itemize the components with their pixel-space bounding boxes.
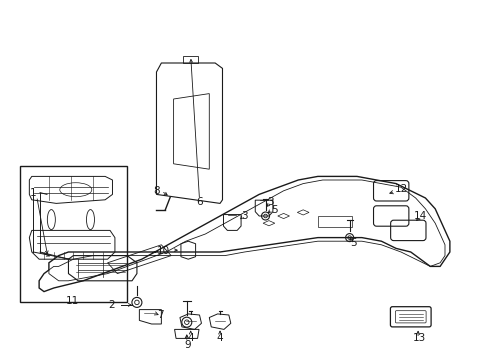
Text: 7: 7 bbox=[157, 310, 164, 320]
Text: 10: 10 bbox=[157, 246, 170, 256]
Text: 4: 4 bbox=[187, 333, 194, 343]
Text: 11: 11 bbox=[65, 296, 79, 306]
Text: 12: 12 bbox=[393, 184, 407, 194]
Text: 6: 6 bbox=[196, 197, 203, 207]
Text: 14: 14 bbox=[413, 211, 427, 221]
Text: 3: 3 bbox=[241, 211, 247, 221]
Text: 4: 4 bbox=[216, 333, 223, 343]
Text: 3: 3 bbox=[267, 197, 274, 207]
Text: 9: 9 bbox=[184, 339, 191, 350]
Bar bbox=[20, 166, 127, 302]
Text: 5: 5 bbox=[349, 238, 356, 248]
Text: 2: 2 bbox=[108, 300, 115, 310]
Text: 13: 13 bbox=[412, 333, 426, 343]
Text: 1: 1 bbox=[30, 188, 37, 198]
Text: 8: 8 bbox=[153, 186, 160, 196]
Text: 5: 5 bbox=[270, 204, 277, 215]
